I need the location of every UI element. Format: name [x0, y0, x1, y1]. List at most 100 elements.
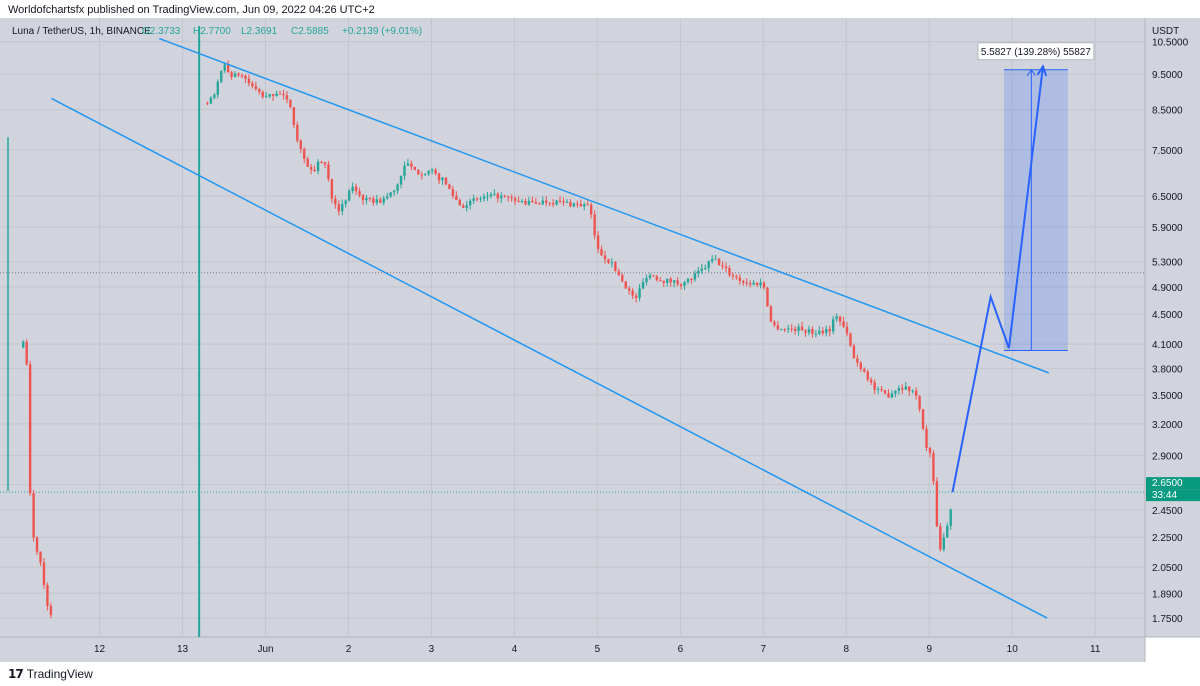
candle-body	[365, 198, 368, 201]
candle-body	[437, 173, 441, 181]
candle-body	[327, 164, 330, 180]
candle-body	[368, 198, 372, 200]
candle-body	[825, 328, 828, 334]
candle-body	[942, 537, 945, 550]
candle-body	[244, 75, 247, 79]
candle-body	[282, 93, 285, 96]
candle-body	[752, 282, 755, 285]
candle-body	[558, 200, 562, 202]
time-axis[interactable]	[0, 637, 1145, 662]
candle-body	[517, 200, 520, 202]
candle-body	[914, 390, 918, 396]
time-tick-label: 3	[429, 644, 435, 655]
candle-body	[344, 200, 347, 205]
candle-body	[382, 198, 385, 203]
candle-body	[614, 262, 617, 272]
candle-body	[838, 316, 842, 322]
candle-body	[309, 166, 313, 170]
candle-body	[621, 275, 624, 282]
candle-body	[676, 280, 679, 285]
candle-body	[704, 267, 707, 269]
candle-body	[213, 94, 216, 98]
candle-body	[742, 281, 745, 283]
candle-body	[531, 200, 534, 203]
candle-body	[904, 386, 907, 390]
legend-close: C2.5885	[291, 26, 329, 37]
candle-body	[655, 276, 659, 281]
candle-body	[797, 326, 800, 332]
candle-body	[666, 278, 669, 283]
price-tick-label: 3.8000	[1152, 365, 1183, 376]
candle-body	[379, 199, 382, 203]
candle-body	[206, 103, 209, 105]
candle-body	[462, 205, 465, 208]
candle-body	[745, 282, 748, 284]
candle-body	[579, 203, 582, 207]
measure-arrow-head-icon	[1026, 68, 1036, 77]
measure-label[interactable]: 5.5827 (139.28%) 55827	[977, 42, 1095, 61]
lower-trendline[interactable]	[51, 97, 1048, 619]
time-tick-label: 2	[346, 644, 352, 655]
candle-body	[845, 326, 849, 334]
trendlines[interactable]	[51, 37, 1050, 619]
candle-body	[434, 169, 437, 174]
candle-body	[911, 390, 914, 392]
candle-body	[697, 270, 700, 274]
candle-body	[783, 329, 786, 331]
candle-body	[503, 195, 506, 197]
candle-body	[237, 73, 240, 76]
candle-body	[482, 196, 486, 199]
candle-body	[710, 258, 714, 262]
price-chart[interactable]: 5.5827 (139.28%) 55827 10.5000 9.5000 8.50…	[0, 18, 1200, 662]
candle-body	[545, 200, 548, 203]
candle-body	[679, 284, 683, 286]
candle-body	[420, 174, 423, 176]
candle-body	[230, 72, 233, 77]
candle-body	[385, 196, 389, 199]
projection-arrow-head-icon	[1036, 64, 1048, 77]
tradingview-brand: TradingView	[26, 667, 93, 681]
candle-body	[46, 585, 49, 606]
measure-label-bg	[977, 42, 1095, 61]
legend-symbol[interactable]: Luna / TetherUS, 1h, BINANCE	[12, 26, 151, 37]
price-axis[interactable]	[1145, 18, 1200, 637]
candle-body	[372, 198, 375, 204]
candle-body	[717, 258, 721, 266]
candle-body	[562, 201, 565, 203]
candle-body	[351, 186, 354, 191]
candle-body	[804, 330, 807, 333]
candle-body	[520, 200, 524, 202]
tradingview-logo[interactable]: 17 TradingView	[8, 667, 93, 681]
candle-body	[341, 204, 344, 212]
candle-body	[648, 275, 652, 278]
candle-body	[769, 306, 773, 322]
upper-trendline[interactable]	[159, 37, 1050, 374]
candle-body	[334, 198, 337, 205]
time-tick-label: 4	[512, 644, 518, 655]
candle-body	[275, 93, 278, 97]
price-tick-label: 5.3000	[1152, 258, 1183, 269]
time-tick-label: 10	[1007, 644, 1019, 655]
candle-body	[946, 525, 949, 538]
projection-path[interactable]	[951, 64, 1048, 493]
candle-body	[634, 295, 638, 298]
candle-body	[468, 200, 472, 206]
candle-body	[610, 262, 614, 264]
price-tick-label: 8.5000	[1152, 106, 1183, 117]
candle-body	[856, 358, 859, 363]
time-tick-label: 6	[678, 644, 684, 655]
price-tick-label: 1.8900	[1152, 589, 1183, 600]
candle-body	[600, 249, 603, 256]
candle-body	[475, 198, 479, 200]
candle-body	[271, 94, 275, 97]
price-tick-label: 3.5000	[1152, 391, 1183, 402]
candle-body	[572, 203, 576, 207]
projection-line[interactable]	[951, 66, 1044, 493]
chart-plot-area[interactable]	[0, 18, 1145, 637]
candle-body	[852, 345, 856, 359]
candle-body	[700, 268, 703, 271]
candle-body	[28, 364, 32, 494]
last-price-badge: 2.6500	[1152, 478, 1183, 489]
candle-body	[289, 99, 292, 108]
